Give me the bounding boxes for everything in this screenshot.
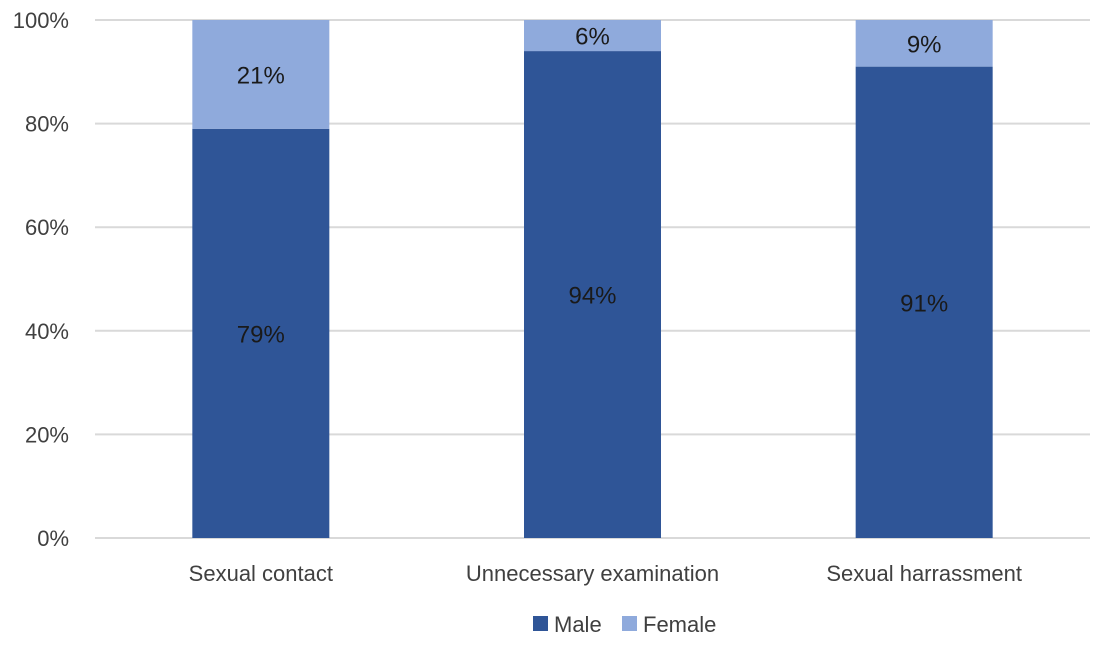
y-tick-label: 20% <box>25 422 69 447</box>
y-tick-label: 0% <box>37 526 69 551</box>
y-tick-label: 40% <box>25 319 69 344</box>
legend: Male Female <box>533 612 716 637</box>
data-label-female-2: 9% <box>907 31 942 58</box>
x-category-label: Unnecessary examination <box>466 561 719 586</box>
x-axis-category-labels: Sexual contact Unnecessary examination Sex… <box>189 561 1022 586</box>
bar-male-2 <box>855 66 993 539</box>
data-label-female-0: 21% <box>237 62 285 89</box>
bar-female-1 <box>524 20 661 52</box>
data-labels: 79% 21% 94% 6% 91% 9% <box>237 24 948 349</box>
y-tick-label: 100% <box>13 8 69 33</box>
legend-label-female: Female <box>643 612 716 637</box>
legend-swatch-female <box>622 616 637 631</box>
x-category-label: Sexual contact <box>189 561 333 586</box>
bar-female-2 <box>855 20 993 67</box>
bar-female-0 <box>192 20 330 129</box>
bar-male-0 <box>192 128 330 538</box>
data-label-male-1: 94% <box>568 283 616 310</box>
x-category-label: Sexual harrassment <box>826 561 1022 586</box>
legend-swatch-male <box>533 616 548 631</box>
y-tick-label: 60% <box>25 215 69 240</box>
data-label-male-0: 79% <box>237 321 285 348</box>
bars <box>192 20 993 539</box>
y-tick-label: 80% <box>25 112 69 137</box>
legend-label-male: Male <box>554 612 602 637</box>
y-axis-tick-labels: 0% 20% 40% 60% 80% 100% <box>13 8 69 551</box>
data-label-female-1: 6% <box>575 24 610 51</box>
data-label-male-2: 91% <box>900 290 948 317</box>
bar-male-1 <box>524 51 661 538</box>
